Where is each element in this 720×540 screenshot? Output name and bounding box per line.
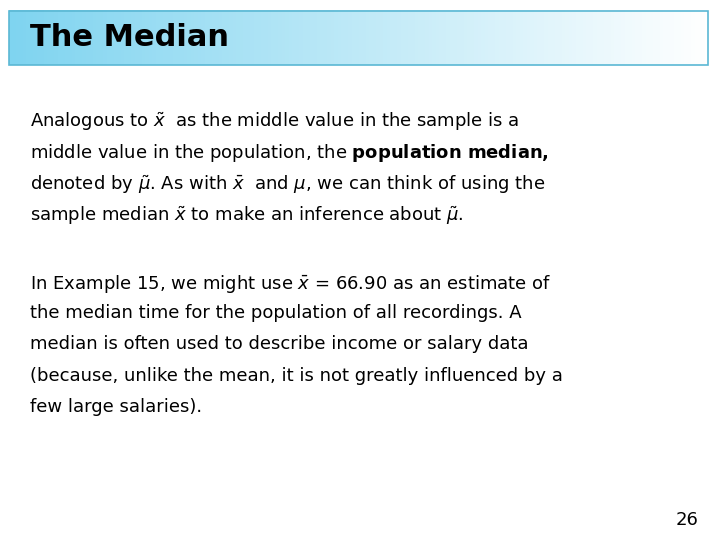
Text: (because, unlike the mean, it is not greatly influenced by a: (because, unlike the mean, it is not gre…	[30, 367, 563, 384]
Text: In Example 15, we might use $\bar{x}$ = 66.90 as an estimate of: In Example 15, we might use $\bar{x}$ = …	[30, 273, 552, 295]
Text: middle value in the population, the $\mathbf{population\ median,}$: middle value in the population, the $\ma…	[30, 142, 549, 164]
Text: The Median: The Median	[30, 23, 229, 52]
Text: few large salaries).: few large salaries).	[30, 398, 202, 416]
Text: median is often used to describe income or salary data: median is often used to describe income …	[30, 335, 528, 353]
Text: sample median $\tilde{x}$ to make an inference about $\tilde{\mu}$.: sample median $\tilde{x}$ to make an inf…	[30, 205, 464, 227]
Text: Analogous to $\tilde{x}$  as the middle value in the sample is a: Analogous to $\tilde{x}$ as the middle v…	[30, 111, 519, 133]
Text: denoted by $\tilde{\mu}$. As with $\bar{x}$  and $\mu$, we can think of using th: denoted by $\tilde{\mu}$. As with $\bar{…	[30, 173, 546, 196]
Text: 26: 26	[675, 511, 698, 529]
Text: the median time for the population of all recordings. A: the median time for the population of al…	[30, 304, 522, 322]
